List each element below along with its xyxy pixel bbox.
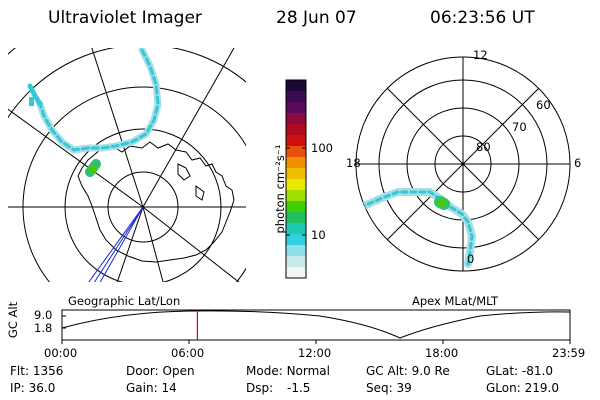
colorbar-band [286, 201, 306, 213]
info-label: IP: [10, 381, 25, 395]
apex-mlt-12: 12 [473, 48, 488, 62]
colorbar-band [286, 135, 306, 147]
viewing-lines [88, 206, 144, 282]
colorbar-band [286, 146, 306, 158]
altitude-ytick-9: 9.0 [34, 308, 53, 322]
info-label: Seq: [366, 381, 393, 395]
colorbar-band [286, 256, 306, 268]
info-value: 14 [161, 381, 177, 395]
colorbar-band [286, 168, 306, 180]
colorbar-band [286, 223, 306, 235]
colorbar-tick-100: 100 [311, 141, 333, 155]
apex-mlt-0: 0 [467, 252, 475, 266]
colorbar-band [286, 124, 306, 136]
colorbar-band [286, 91, 306, 103]
apex-lat-80: 80 [476, 140, 491, 154]
info-label: Mode: [246, 364, 283, 378]
altitude-ylabel: GC Alt [6, 301, 20, 339]
geo-map-caption: Geographic Lat/Lon [68, 294, 181, 308]
apex-map [355, 56, 571, 272]
colorbar-band [286, 80, 306, 92]
info-label: Gain: [126, 381, 158, 395]
apex-mlt-18: 18 [346, 156, 361, 170]
altitude-ytick-1-8: 1.8 [34, 321, 53, 335]
info-value: 36.0 [28, 381, 56, 395]
colorbar-band [286, 179, 306, 191]
colorbar-band [286, 190, 306, 202]
apex-mlt-6: 6 [574, 156, 582, 170]
apex-lat-70: 70 [512, 120, 527, 134]
info-label: Flt: [10, 364, 29, 378]
x-ticks-marks [61, 340, 571, 344]
info-label: GLat: [486, 364, 519, 378]
time-label: 06:23:56 UT [430, 8, 535, 28]
info-seq: Seq: 39 [366, 381, 412, 395]
date-label: 28 Jun 07 [276, 8, 357, 28]
info-dsp: Dsp: -1.5 [246, 381, 310, 395]
geo-meridians [8, 48, 246, 282]
colorbar-tick-10: 10 [311, 228, 326, 242]
apex-map-caption: Apex MLat/MLT [412, 294, 499, 308]
info-door: Door: Open [126, 364, 195, 378]
info-label: GLon: [486, 381, 521, 395]
geographic-map [8, 48, 246, 282]
colorbar-band [286, 102, 306, 114]
info-label: Door: [126, 364, 159, 378]
geo-aurora [27, 48, 162, 177]
info-glat: GLat: -81.0 [486, 364, 553, 378]
info-value: 219.0 [524, 381, 559, 395]
info-value: 9.0 Re [411, 364, 450, 378]
colorbar-band [286, 234, 306, 246]
info-value: Normal [286, 364, 330, 378]
altitude-xtick-0000: 00:00 [44, 346, 78, 360]
altitude-xtick-1800: 18:00 [425, 346, 459, 360]
colorbar-band [286, 113, 306, 125]
colorbar-band [286, 212, 306, 224]
info-label: Dsp: [246, 381, 274, 395]
info-ip: IP: 36.0 [10, 381, 55, 395]
altitude-xtick-1200: 12:00 [298, 346, 332, 360]
info-value: Open [162, 364, 195, 378]
info-mode: Mode: Normal [246, 364, 330, 378]
altitude-curve [61, 310, 571, 339]
info-flt: Flt: 1356 [10, 364, 63, 378]
apex-lat-60: 60 [536, 98, 551, 112]
colorbar-band [286, 267, 306, 279]
altitude-xtick-0600: 06:00 [171, 346, 205, 360]
info-value: -81.0 [521, 364, 553, 378]
info-glon: GLon: 219.0 [486, 381, 559, 395]
altitude-xtick-2359: 23:59 [552, 346, 586, 360]
coastline [77, 141, 235, 263]
info-label: GC Alt: [366, 364, 408, 378]
info-value: 39 [396, 381, 412, 395]
info-gain: Gain: 14 [126, 381, 177, 395]
altitude-plot [61, 309, 571, 344]
colorbar-band [286, 245, 306, 257]
colorbar [285, 79, 307, 279]
colorbar-unit-label: photon cm⁻²s⁻¹ [273, 144, 287, 234]
info-gc-alt: GC Alt: 9.0 Re [366, 364, 450, 378]
apex-aurora [356, 188, 476, 268]
instrument-title: Ultraviolet Imager [48, 8, 202, 28]
info-value: 1356 [32, 364, 64, 378]
info-value: -1.5 [286, 381, 311, 395]
colorbar-band [286, 157, 306, 169]
